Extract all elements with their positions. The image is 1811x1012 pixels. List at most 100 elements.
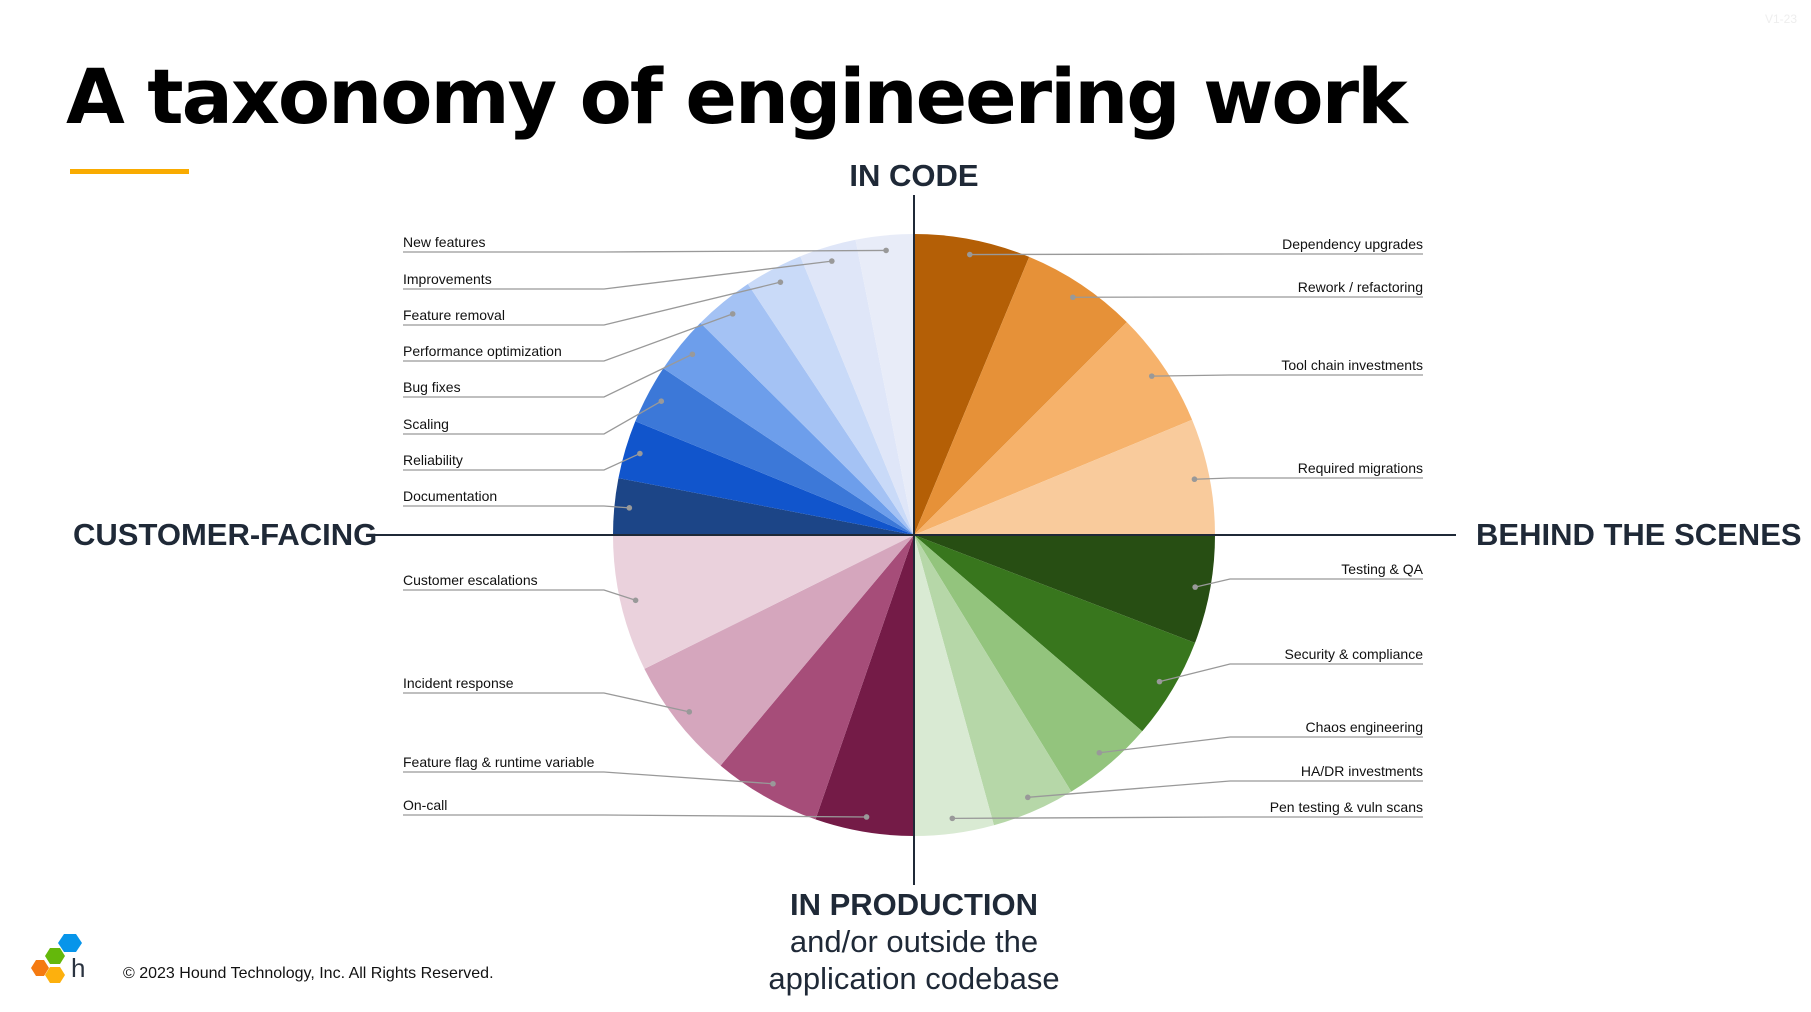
leader-dot (883, 247, 889, 254)
leader-dot (863, 814, 870, 820)
leader-line (403, 260, 832, 290)
slice-label: On-call (403, 797, 447, 813)
leader-line (403, 249, 887, 253)
slice-label: New features (403, 234, 485, 250)
slice-label: Bug fixes (403, 379, 461, 395)
leader-dot (686, 709, 693, 715)
pie-slice (914, 234, 1030, 535)
logo-letter: h (71, 953, 85, 983)
leader-dot (949, 815, 956, 822)
pie-slice (720, 535, 914, 820)
leader-dot (637, 450, 643, 457)
pie-slice (914, 535, 1072, 826)
leader-dot (729, 311, 736, 317)
leader-dot (626, 505, 633, 511)
slice-label: Reliability (403, 452, 463, 468)
leader-line (403, 452, 641, 471)
slice-label: Security & compliance (1284, 646, 1423, 662)
leader-line (1159, 663, 1423, 683)
slice-label: Improvements (403, 271, 492, 287)
leader-dot (777, 279, 784, 285)
leader-dot (1192, 584, 1198, 590)
pie-slice (914, 419, 1215, 535)
slice-label: Rework / refactoring (1298, 279, 1423, 295)
leader-line (403, 353, 693, 398)
pie-slice (613, 478, 914, 535)
version-label: V1-23 (1764, 12, 1797, 26)
slice-label: Documentation (403, 488, 497, 504)
leader-line (1195, 578, 1423, 588)
leader-line (403, 814, 867, 818)
slice-label: Scaling (403, 416, 449, 432)
axis-label-bottom-line-1: IN PRODUCTION (790, 887, 1038, 922)
slice-label: Performance optimization (403, 343, 562, 359)
pie-slice (747, 256, 914, 535)
leader-dot (1070, 294, 1076, 301)
pie-slice (613, 535, 914, 669)
copyright-text: © 2023 Hound Technology, Inc. All Rights… (123, 965, 494, 982)
slice-label: Testing & QA (1341, 561, 1423, 577)
axis-label-in-production: IN PRODUCTION and/or outside the applica… (714, 886, 1114, 997)
leader-line (403, 692, 690, 713)
axis-label-bottom-line-2: and/or outside the (789, 924, 1039, 959)
slice-label: Dependency upgrades (1282, 236, 1423, 252)
leader-line (1151, 374, 1423, 377)
leader-dot (770, 780, 776, 787)
leader-dot (632, 597, 639, 604)
axis-label-customer-facing: CUSTOMER-FACING (73, 517, 378, 552)
leader-dot (658, 398, 665, 404)
title-accent-bar (70, 169, 189, 174)
leader-line (403, 400, 662, 435)
pie-slice (855, 234, 914, 535)
leader-line (403, 313, 733, 362)
logo-hex-yellow (45, 967, 65, 983)
leader-dot (829, 258, 835, 264)
pie-slice (700, 284, 914, 535)
leader-dot (1148, 373, 1155, 379)
leader-line (969, 253, 1423, 256)
leader-line (1099, 736, 1423, 754)
logo-hex-green (45, 948, 65, 964)
pie-slice (914, 322, 1193, 535)
logo-hex-orange (31, 960, 49, 976)
pie-slice (635, 368, 914, 535)
slice-label: Tool chain investments (1281, 357, 1423, 373)
leader-line (403, 281, 781, 326)
pie-slice (914, 535, 1196, 732)
pie-slice (618, 421, 914, 535)
leader-line (403, 505, 630, 509)
leader-line (403, 771, 774, 785)
leader-dot (966, 251, 973, 258)
leader-dot (1096, 749, 1103, 756)
slice-label: Feature flag & runtime variable (403, 754, 595, 770)
leader-line (1027, 780, 1423, 798)
pie-slice (663, 322, 914, 535)
pie-slice (914, 535, 1143, 792)
slice-label: HA/DR investments (1301, 763, 1423, 779)
pie-slice (914, 256, 1127, 535)
axis-label-behind-the-scenes: BEHIND THE SCENES (1476, 517, 1802, 552)
slice-label: Chaos engineering (1305, 719, 1423, 735)
axis-label-bottom-line-3: application codebase (768, 961, 1060, 996)
leader-line (1194, 477, 1423, 480)
pie-slice (800, 239, 914, 536)
axis-label-in-code: IN CODE (849, 158, 979, 193)
leader-line (952, 816, 1423, 820)
leader-dot (689, 351, 696, 358)
slice-label: Customer escalations (403, 572, 538, 588)
leader-dot (1156, 678, 1163, 685)
leader-dot (1024, 794, 1031, 801)
slice-label: Pen testing & vuln scans (1270, 799, 1423, 815)
leader-dot (1191, 476, 1198, 483)
pie-slice (644, 535, 914, 766)
pie-slice (914, 535, 994, 836)
slice-label: Feature removal (403, 307, 505, 323)
logo-hex-blue (58, 934, 82, 952)
slice-label: Required migrations (1298, 460, 1423, 476)
slice-label: Incident response (403, 675, 514, 691)
pie-slice (914, 535, 1215, 643)
hound-logo: h (31, 934, 85, 983)
leader-line (403, 589, 636, 601)
pie-slice (815, 535, 914, 837)
